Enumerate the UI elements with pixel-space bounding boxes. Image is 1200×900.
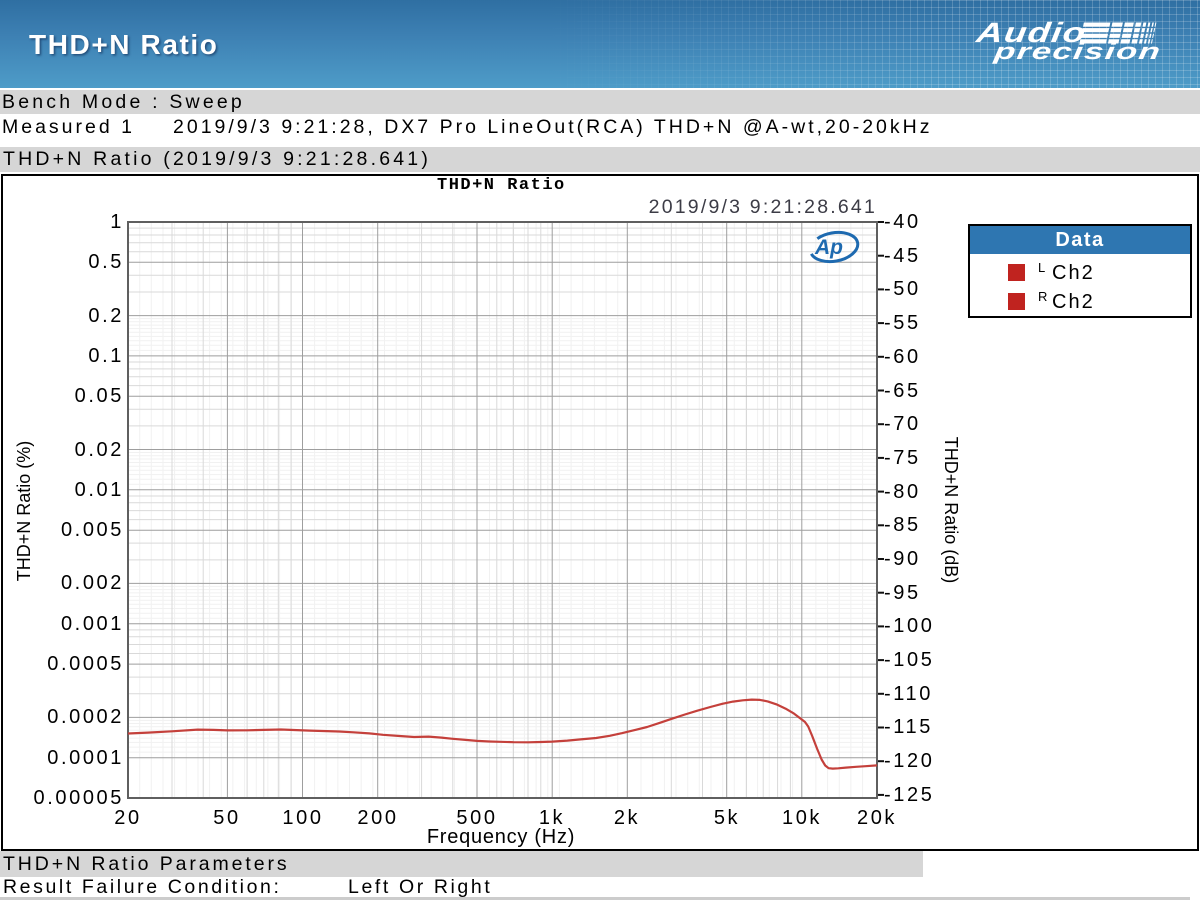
svg-text:Ap: Ap [814, 236, 843, 259]
